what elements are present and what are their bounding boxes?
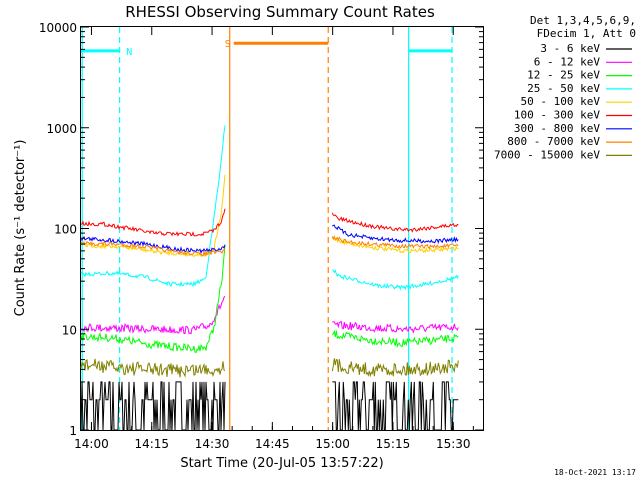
- series-line-5-0: [80, 208, 226, 237]
- x-tick-label-0: 14:00: [74, 437, 109, 451]
- legend-label-6: 300 - 800 keV: [514, 122, 600, 135]
- series-line-4-1: [331, 236, 459, 254]
- legend-label-8: 7000 - 15000 keV: [494, 148, 600, 161]
- series-line-3-1: [331, 269, 459, 291]
- legend-label-7: 800 - 7000 keV: [507, 135, 600, 148]
- legend-label-3: 25 - 50 keV: [527, 82, 600, 95]
- series-line-2-0: [80, 244, 226, 354]
- y-tick-label-0: 1: [69, 424, 77, 438]
- x-axis-ticks: 14:00 14:15 14:30 14:45 15:00 15:15 15:30: [74, 27, 474, 451]
- legend-label-4: 50 - 100 keV: [521, 95, 601, 108]
- series-line-0-1: [332, 381, 459, 431]
- legend-header-0: Det 1,3,4,5,6,9,: [530, 14, 636, 27]
- series-line-4-0: [80, 174, 226, 258]
- legend-header-1: FDecim 1, Att 0: [537, 27, 636, 40]
- series-line-3-0: [80, 125, 226, 288]
- series-line-8-1: [331, 358, 459, 378]
- legend-label-1: 6 - 12 keV: [534, 55, 601, 68]
- x-tick-label-3: 14:45: [255, 437, 290, 451]
- x-tick-label-5: 15:15: [376, 437, 411, 451]
- y-axis-ticks: 1 10 100 1000 10000: [39, 21, 483, 438]
- annotation-bars: NS: [81, 39, 453, 58]
- series-line-1-1: [332, 320, 459, 334]
- series-line-0-0: [80, 381, 226, 431]
- legend-label-5: 100 - 300 keV: [514, 109, 600, 122]
- y-tick-label-1: 10: [62, 323, 77, 337]
- series-line-5-1: [331, 212, 459, 233]
- timestamp: 18-Oct-2021 13:17: [554, 468, 636, 477]
- x-tick-label-6: 15:30: [436, 437, 471, 451]
- y-axis-label: Count Rate (s⁻¹ detector⁻¹): [13, 140, 28, 317]
- series-line-2-1: [331, 329, 459, 349]
- plot-frame: [80, 26, 484, 431]
- y-tick-label-4: 10000: [39, 21, 77, 35]
- x-axis-label: Start Time (20-Jul-05 13:57:22): [180, 456, 383, 471]
- annotation-label-S: S: [225, 39, 231, 50]
- y-tick-label-2: 100: [54, 223, 77, 237]
- legend-label-0: 3 - 6 keV: [540, 42, 600, 55]
- chart-title: RHESSI Observing Summary Count Rates: [125, 3, 435, 21]
- series-line-1-0: [80, 295, 226, 335]
- x-tick-label-2: 14:30: [195, 437, 230, 451]
- series-line-7-1: [331, 235, 459, 250]
- x-tick-label-1: 14:15: [134, 437, 169, 451]
- legend: Det 1,3,4,5,6,9,FDecim 1, Att 0 3 - 6 keV…: [494, 14, 636, 161]
- series-line-6-1: [332, 224, 459, 245]
- annotation-label-N: N: [126, 47, 132, 58]
- y-tick-label-3: 1000: [46, 122, 77, 136]
- series-line-7-0: [80, 240, 226, 257]
- series-line-8-0: [80, 358, 226, 378]
- legend-label-2: 12 - 25 keV: [527, 69, 600, 82]
- x-tick-label-4: 15:00: [315, 437, 350, 451]
- series-group: [80, 125, 459, 431]
